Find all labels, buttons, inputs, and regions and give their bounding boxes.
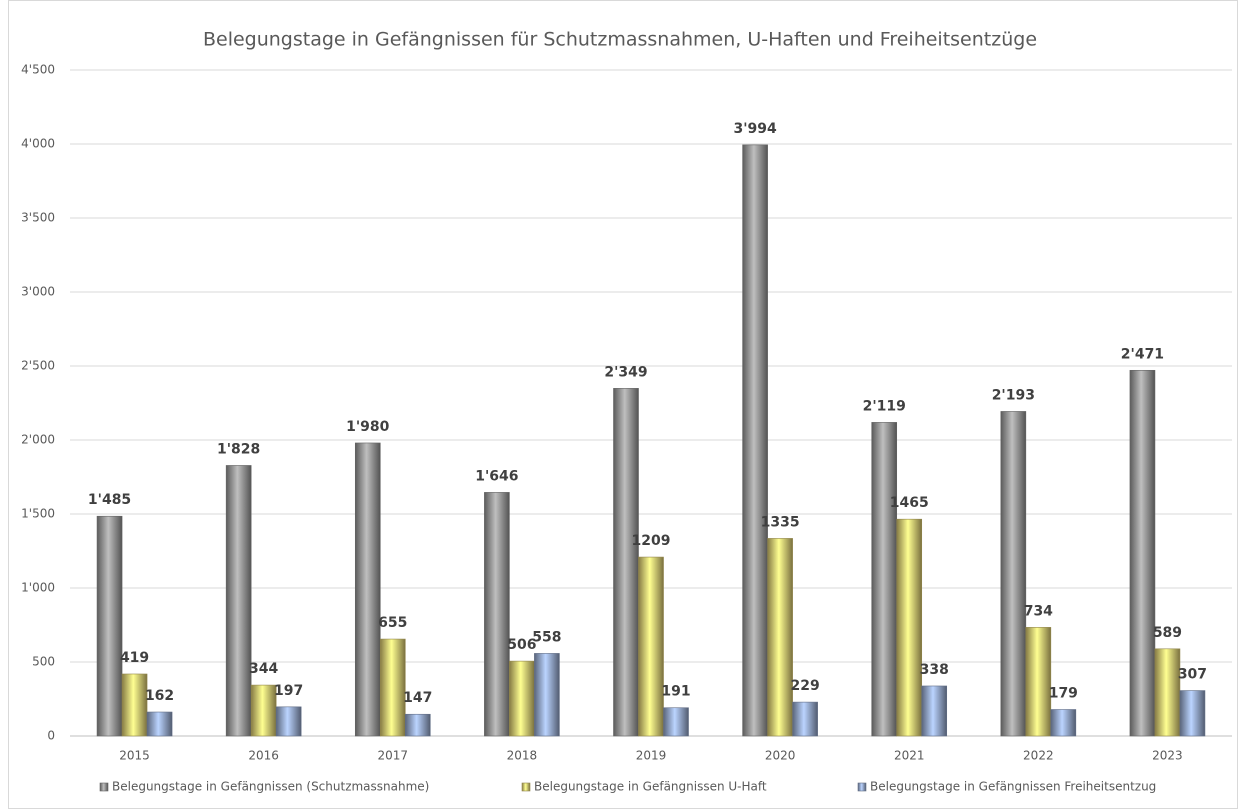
bar xyxy=(275,706,302,737)
legend-swatch xyxy=(521,782,531,792)
data-label: 655 xyxy=(378,615,407,631)
y-tick-label: 500 xyxy=(32,655,55,669)
legend-label: Belegungstage in Gefängnissen U-Haft xyxy=(534,780,767,794)
bar xyxy=(1129,369,1156,737)
bar xyxy=(613,388,639,737)
chart-title: Belegungstage in Gefängnissen für Schutz… xyxy=(203,29,1037,51)
bar xyxy=(250,684,277,737)
bar xyxy=(663,707,689,737)
bar xyxy=(225,465,252,737)
data-label: 1'828 xyxy=(217,441,260,457)
bar xyxy=(96,515,123,737)
bar xyxy=(404,713,431,737)
y-tick-label: 0 xyxy=(47,729,55,743)
bar xyxy=(896,518,923,737)
data-label: 1'980 xyxy=(346,419,390,435)
data-label: 229 xyxy=(790,678,819,694)
data-label: 1'646 xyxy=(475,468,518,484)
bar xyxy=(1179,690,1206,737)
bar xyxy=(379,638,406,737)
bar xyxy=(146,711,173,737)
legend-swatch xyxy=(99,782,109,792)
x-tick-label: 2020 xyxy=(765,749,796,763)
bar xyxy=(1050,709,1077,737)
y-tick-label: 2'000 xyxy=(21,433,55,447)
x-tick-label: 2016 xyxy=(248,749,279,763)
bar xyxy=(871,422,898,737)
x-tick-label: 2023 xyxy=(1152,749,1183,763)
bar xyxy=(767,538,793,737)
data-label: 506 xyxy=(507,637,536,653)
bar xyxy=(354,442,381,737)
data-label: 558 xyxy=(532,629,561,645)
data-label: 2'193 xyxy=(992,387,1035,403)
data-label: 162 xyxy=(145,688,174,704)
y-tick-label: 4'500 xyxy=(21,63,55,77)
data-label: 179 xyxy=(1049,686,1078,702)
data-label: 419 xyxy=(120,650,149,666)
data-label: 1'485 xyxy=(88,492,131,508)
y-tick-label: 3'500 xyxy=(21,211,55,225)
x-tick-label: 2018 xyxy=(507,749,538,763)
data-label: 1335 xyxy=(761,514,800,530)
legend-swatch xyxy=(857,782,867,792)
data-label: 3'994 xyxy=(733,121,777,137)
bar xyxy=(792,701,818,737)
data-label: 197 xyxy=(274,683,303,699)
x-tick-label: 2017 xyxy=(378,749,409,763)
data-label: 734 xyxy=(1024,603,1053,619)
bar xyxy=(121,673,148,737)
bar xyxy=(484,492,510,737)
y-tick-label: 4'000 xyxy=(21,137,55,151)
bar xyxy=(742,144,768,737)
legend-label: Belegungstage in Gefängnissen Freiheitse… xyxy=(870,780,1156,794)
data-label: 2'119 xyxy=(863,398,906,414)
data-label: 344 xyxy=(249,661,278,677)
bar xyxy=(1154,648,1181,737)
data-label: 191 xyxy=(661,684,690,700)
legend-label: Belegungstage in Gefängnissen (Schutzmas… xyxy=(112,780,429,794)
x-tick-label: 2019 xyxy=(636,749,667,763)
bar xyxy=(509,660,535,737)
bar xyxy=(1025,627,1052,737)
y-tick-label: 3'000 xyxy=(21,285,55,299)
x-tick-label: 2022 xyxy=(1023,749,1054,763)
data-label: 1465 xyxy=(890,495,929,511)
data-label: 338 xyxy=(920,662,949,678)
y-tick-label: 1'000 xyxy=(21,581,55,595)
x-tick-label: 2021 xyxy=(894,749,925,763)
y-tick-label: 2'500 xyxy=(21,359,55,373)
x-tick-label: 2015 xyxy=(119,749,150,763)
bar xyxy=(534,653,560,737)
data-label: 147 xyxy=(403,690,432,706)
bar xyxy=(1000,411,1027,737)
y-tick-label: 1'500 xyxy=(21,507,55,521)
data-label: 2'349 xyxy=(604,364,647,380)
bar xyxy=(921,685,948,737)
bar xyxy=(638,556,664,737)
data-label: 2'471 xyxy=(1121,346,1164,362)
data-label: 307 xyxy=(1178,667,1207,683)
data-label: 589 xyxy=(1153,625,1182,641)
data-label: 1209 xyxy=(632,533,671,549)
